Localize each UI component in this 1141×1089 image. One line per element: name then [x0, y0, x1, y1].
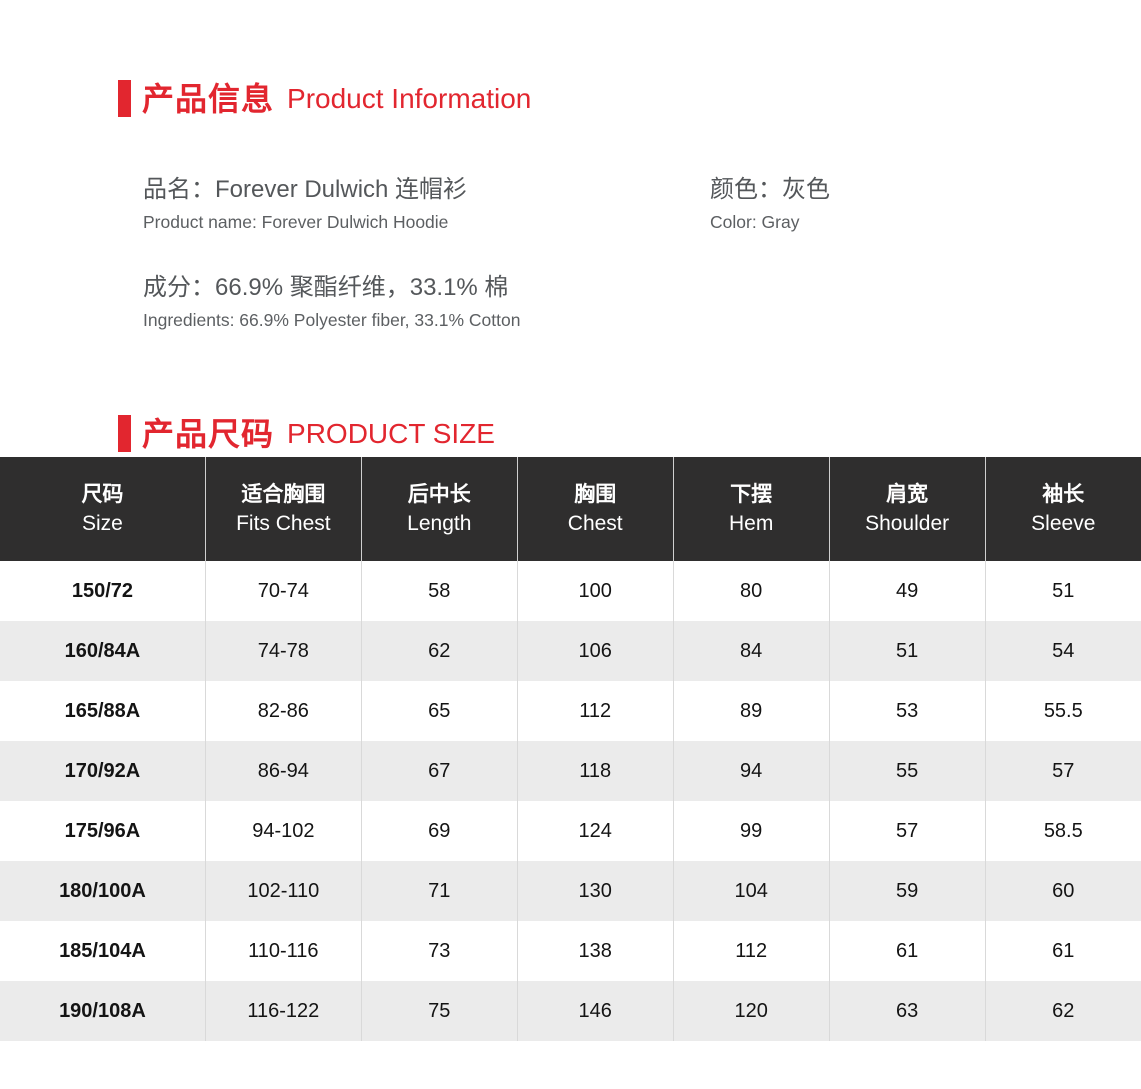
- measurement-cell: 65: [360, 681, 518, 741]
- measurement-cell: 61: [828, 921, 986, 981]
- size-table-row: 175/96A 94-102 69 124 99 57 58.5: [0, 801, 1141, 861]
- measurement-cell: 49: [828, 561, 986, 621]
- measurement-cell: 130: [516, 861, 674, 921]
- product-name-field: 品名：Forever Dulwich 连帽衫 Product name: For…: [143, 173, 710, 235]
- measurement-cell: 63: [828, 981, 986, 1041]
- measurement-cell: 62: [984, 981, 1141, 1041]
- column-header-hem: 下摆 Hem: [672, 457, 830, 561]
- measurement-cell: 62: [360, 621, 518, 681]
- measurement-cell: 80: [672, 561, 830, 621]
- product-size-title-en: PRODUCT SIZE: [287, 417, 495, 449]
- measurement-cell: 138: [516, 921, 674, 981]
- size-table-row: 170/92A 86-94 67 118 94 55 57: [0, 741, 1141, 801]
- measurement-cell: 110-116: [204, 921, 362, 981]
- accent-bar-icon: [118, 415, 131, 452]
- product-info-fields: 品名：Forever Dulwich 连帽衫 Product name: For…: [0, 173, 1141, 333]
- column-header-shoulder: 肩宽 Shoulder: [828, 457, 986, 561]
- measurement-cell: 60: [984, 861, 1141, 921]
- size-table-row: 190/108A 116-122 75 146 120 63 62: [0, 981, 1141, 1041]
- product-info-title-zh: 产品信息: [142, 80, 275, 117]
- measurement-cell: 61: [984, 921, 1141, 981]
- measurement-cell: 102-110: [204, 861, 362, 921]
- product-color-en: Color: Gray: [710, 212, 800, 232]
- size-table-row: 185/104A 110-116 73 138 112 61 61: [0, 921, 1141, 981]
- product-ingredients-zh: 成分：66.9% 聚酯纤维，33.1% 棉: [143, 274, 509, 301]
- size-table-header: 尺码 Size 适合胸围 Fits Chest 后中长 Length 胸围 Chest 下摆 He…: [0, 457, 1141, 561]
- column-header-length: 后中长 Length: [360, 457, 518, 561]
- measurement-cell: 58: [360, 561, 518, 621]
- measurement-cell: 89: [672, 681, 830, 741]
- size-label-cell: 170/92A: [64, 759, 141, 782]
- measurement-cell: 94: [672, 741, 830, 801]
- measurement-cell: 104: [672, 861, 830, 921]
- size-label-cell: 190/108A: [59, 999, 146, 1022]
- measurement-cell: 75: [360, 981, 518, 1041]
- product-info-section: 产品信息 Product Information 品名：Forever Dulw…: [0, 0, 1141, 333]
- size-table-row: 160/84A 74-78 62 106 84 51 54: [0, 621, 1141, 681]
- measurement-cell: 71: [360, 861, 518, 921]
- measurement-cell: 146: [516, 981, 674, 1041]
- measurement-cell: 53: [828, 681, 986, 741]
- size-label-cell: 180/100A: [59, 879, 146, 902]
- measurement-cell: 54: [984, 621, 1141, 681]
- measurement-cell: 99: [672, 801, 830, 861]
- product-size-section: 产品尺码 PRODUCT SIZE 尺码 Size 适合胸围 Fits Chest 后中…: [0, 415, 1141, 1041]
- measurement-cell: 112: [672, 921, 830, 981]
- product-name-en: Product name: Forever Dulwich Hoodie: [143, 212, 449, 232]
- measurement-cell: 124: [516, 801, 674, 861]
- measurement-cell: 70-74: [204, 561, 362, 621]
- product-color-zh: 颜色：灰色: [710, 176, 830, 203]
- column-header-chest: 胸围 Chest: [516, 457, 674, 561]
- size-table-row: 150/72 70-74 58 100 80 49 51: [0, 561, 1141, 621]
- column-header-fits-chest: 适合胸围 Fits Chest: [204, 457, 362, 561]
- measurement-cell: 116-122: [204, 981, 362, 1041]
- measurement-cell: 73: [360, 921, 518, 981]
- product-size-section-title: 产品尺码 PRODUCT SIZE: [0, 415, 1141, 452]
- size-table-row: 165/88A 82-86 65 112 89 53 55.5: [0, 681, 1141, 741]
- size-table-body: 150/72 70-74 58 100 80 49 51 160/84A 74-78 62 106 8…: [0, 561, 1141, 1041]
- product-ingredients-en: Ingredients: 66.9% Polyester fiber, 33.1…: [143, 310, 521, 330]
- measurement-cell: 51: [984, 561, 1141, 621]
- size-label-cell: 165/88A: [64, 699, 141, 722]
- product-color-field: 颜色：灰色 Color: Gray: [710, 173, 1141, 235]
- product-info-section-title: 产品信息 Product Information: [0, 0, 1141, 117]
- measurement-cell: 67: [360, 741, 518, 801]
- measurement-cell: 100: [516, 561, 674, 621]
- size-label-cell: 150/72: [71, 579, 134, 602]
- column-header-size: 尺码 Size: [0, 457, 206, 561]
- measurement-cell: 82-86: [204, 681, 362, 741]
- measurement-cell: 51: [828, 621, 986, 681]
- column-header-sleeve: 袖长 Sleeve: [984, 457, 1141, 561]
- measurement-cell: 112: [516, 681, 674, 741]
- measurement-cell: 57: [984, 741, 1141, 801]
- measurement-cell: 118: [516, 741, 674, 801]
- measurement-cell: 106: [516, 621, 674, 681]
- measurement-cell: 84: [672, 621, 830, 681]
- size-table-header-row: 尺码 Size 适合胸围 Fits Chest 后中长 Length 胸围 Chest 下摆 He…: [0, 457, 1141, 561]
- measurement-cell: 59: [828, 861, 986, 921]
- size-table: 尺码 Size 适合胸围 Fits Chest 后中长 Length 胸围 Chest 下摆 He…: [0, 457, 1141, 1041]
- measurement-cell: 55: [828, 741, 986, 801]
- size-table-row: 180/100A 102-110 71 130 104 59 60: [0, 861, 1141, 921]
- measurement-cell: 86-94: [204, 741, 362, 801]
- size-label-cell: 185/104A: [59, 939, 146, 962]
- product-info-title-en: Product Information: [287, 82, 532, 114]
- product-size-title-zh: 产品尺码: [142, 415, 275, 452]
- measurement-cell: 69: [360, 801, 518, 861]
- measurement-cell: 74-78: [204, 621, 362, 681]
- measurement-cell: 55.5: [984, 681, 1141, 741]
- measurement-cell: 120: [672, 981, 830, 1041]
- product-name-zh: 品名：Forever Dulwich 连帽衫: [143, 176, 468, 203]
- size-label-cell: 175/96A: [64, 819, 141, 842]
- measurement-cell: 57: [828, 801, 986, 861]
- size-label-cell: 160/84A: [64, 639, 141, 662]
- accent-bar-icon: [118, 80, 131, 117]
- product-ingredients-field: 成分：66.9% 聚酯纤维，33.1% 棉 Ingredients: 66.9%…: [143, 271, 1141, 333]
- measurement-cell: 58.5: [984, 801, 1141, 861]
- measurement-cell: 94-102: [204, 801, 362, 861]
